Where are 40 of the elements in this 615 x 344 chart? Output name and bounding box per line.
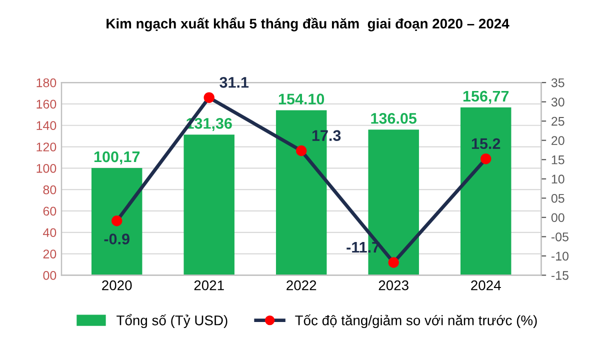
y2-tick-label: 15: [552, 156, 564, 164]
x-tick-label: 2022: [286, 280, 316, 290]
y2-tick-label: 25: [552, 116, 564, 126]
x-tick-label: 2024: [471, 280, 501, 290]
legend-label: Tổng số (Tỷ USD): [116, 314, 228, 328]
y-tick-label: 100: [36, 164, 56, 173]
y2-tick-label: 05: [551, 194, 564, 203]
y2-tick-label: 35: [551, 78, 564, 88]
data-label: 15.2: [472, 138, 500, 150]
chart-title: Kim ngạch xuất khẩu 5 tháng đầu năm giai đoạn 2020 – 2024: [106, 17, 510, 32]
y2-tick-label: -15: [551, 271, 568, 280]
x-tick-label: 2020: [102, 280, 132, 290]
y-tick-label: 20: [43, 250, 56, 258]
bar: [460, 107, 512, 276]
data-label: 154.10: [278, 94, 324, 104]
y2-tick-label: -05: [551, 232, 568, 242]
y-tick-label: 160: [36, 100, 56, 109]
y2-tick-label: 30: [551, 98, 564, 106]
y2-tick-label: -10: [551, 252, 568, 261]
y-tick-label: 120: [36, 142, 56, 152]
data-label: 31.1: [220, 76, 249, 88]
y-tick-label: 00: [43, 271, 56, 280]
data-label: 156,77: [463, 90, 509, 104]
legend-label: Tốc độ tăng/giảm so với năm trước (%): [295, 314, 537, 328]
bar: [91, 168, 142, 276]
data-label: 136.05: [371, 112, 417, 124]
bar: [184, 134, 234, 276]
x-tick-label: 2023: [378, 280, 408, 290]
y-tick-label: 180: [36, 78, 56, 88]
x-tick-label: 2021: [194, 280, 224, 290]
data-label: -0.9: [104, 234, 130, 244]
y-tick-label: 80: [43, 185, 56, 194]
y-tick-label: 60: [43, 206, 56, 216]
y2-tick-label: 20: [552, 136, 564, 146]
y-tick-label: 40: [43, 228, 56, 238]
y-tick-label: 140: [36, 121, 56, 130]
data-label: 100,17: [94, 151, 140, 164]
y2-tick-label: 10: [552, 174, 564, 184]
y2-tick-label: 00: [551, 213, 564, 222]
data-label: 17.3: [312, 130, 341, 141]
